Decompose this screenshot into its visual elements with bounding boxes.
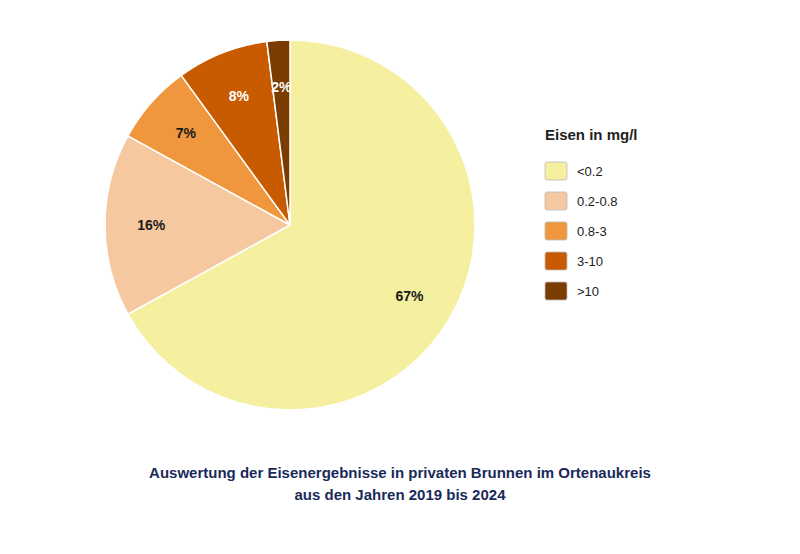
data-label: 7%: [176, 125, 197, 141]
legend-label: >10: [577, 284, 599, 299]
chart-svg: 67% 16% 7% 8% 2% Eisen in mg/l <0.2 0.2-0.8 0.8-…: [0, 0, 800, 554]
chart-title: Auswertung der Eisenergebnisse in privat…: [149, 464, 651, 481]
legend-label: 0.2-0.8: [577, 194, 617, 209]
chart-container: 67% 16% 7% 8% 2% Eisen in mg/l <0.2 0.2-0.8 0.8-…: [0, 0, 800, 554]
legend-swatch: [545, 162, 567, 180]
legend-swatch: [545, 282, 567, 300]
data-label: 67%: [395, 288, 424, 304]
legend-swatch: [545, 192, 567, 210]
background: [0, 0, 800, 554]
data-labels: 67% 16% 7% 8% 2%: [137, 79, 424, 304]
legend: Eisen in mg/l <0.2 0.2-0.8 0.8-3 3-10 >10: [545, 126, 638, 300]
legend-label: <0.2: [577, 164, 603, 179]
data-label: 8%: [229, 88, 250, 104]
data-label: 16%: [137, 217, 166, 233]
legend-swatch: [545, 222, 567, 240]
pie-slices: [105, 40, 475, 410]
legend-swatch: [545, 252, 567, 270]
legend-label: 0.8-3: [577, 224, 607, 239]
legend-title: Eisen in mg/l: [545, 126, 638, 143]
data-label: 2%: [271, 79, 292, 95]
pie-slice: [267, 40, 290, 225]
legend-label: 3-10: [577, 254, 603, 269]
chart-subtitle: aus den Jahren 2019 bis 2024: [295, 486, 507, 503]
